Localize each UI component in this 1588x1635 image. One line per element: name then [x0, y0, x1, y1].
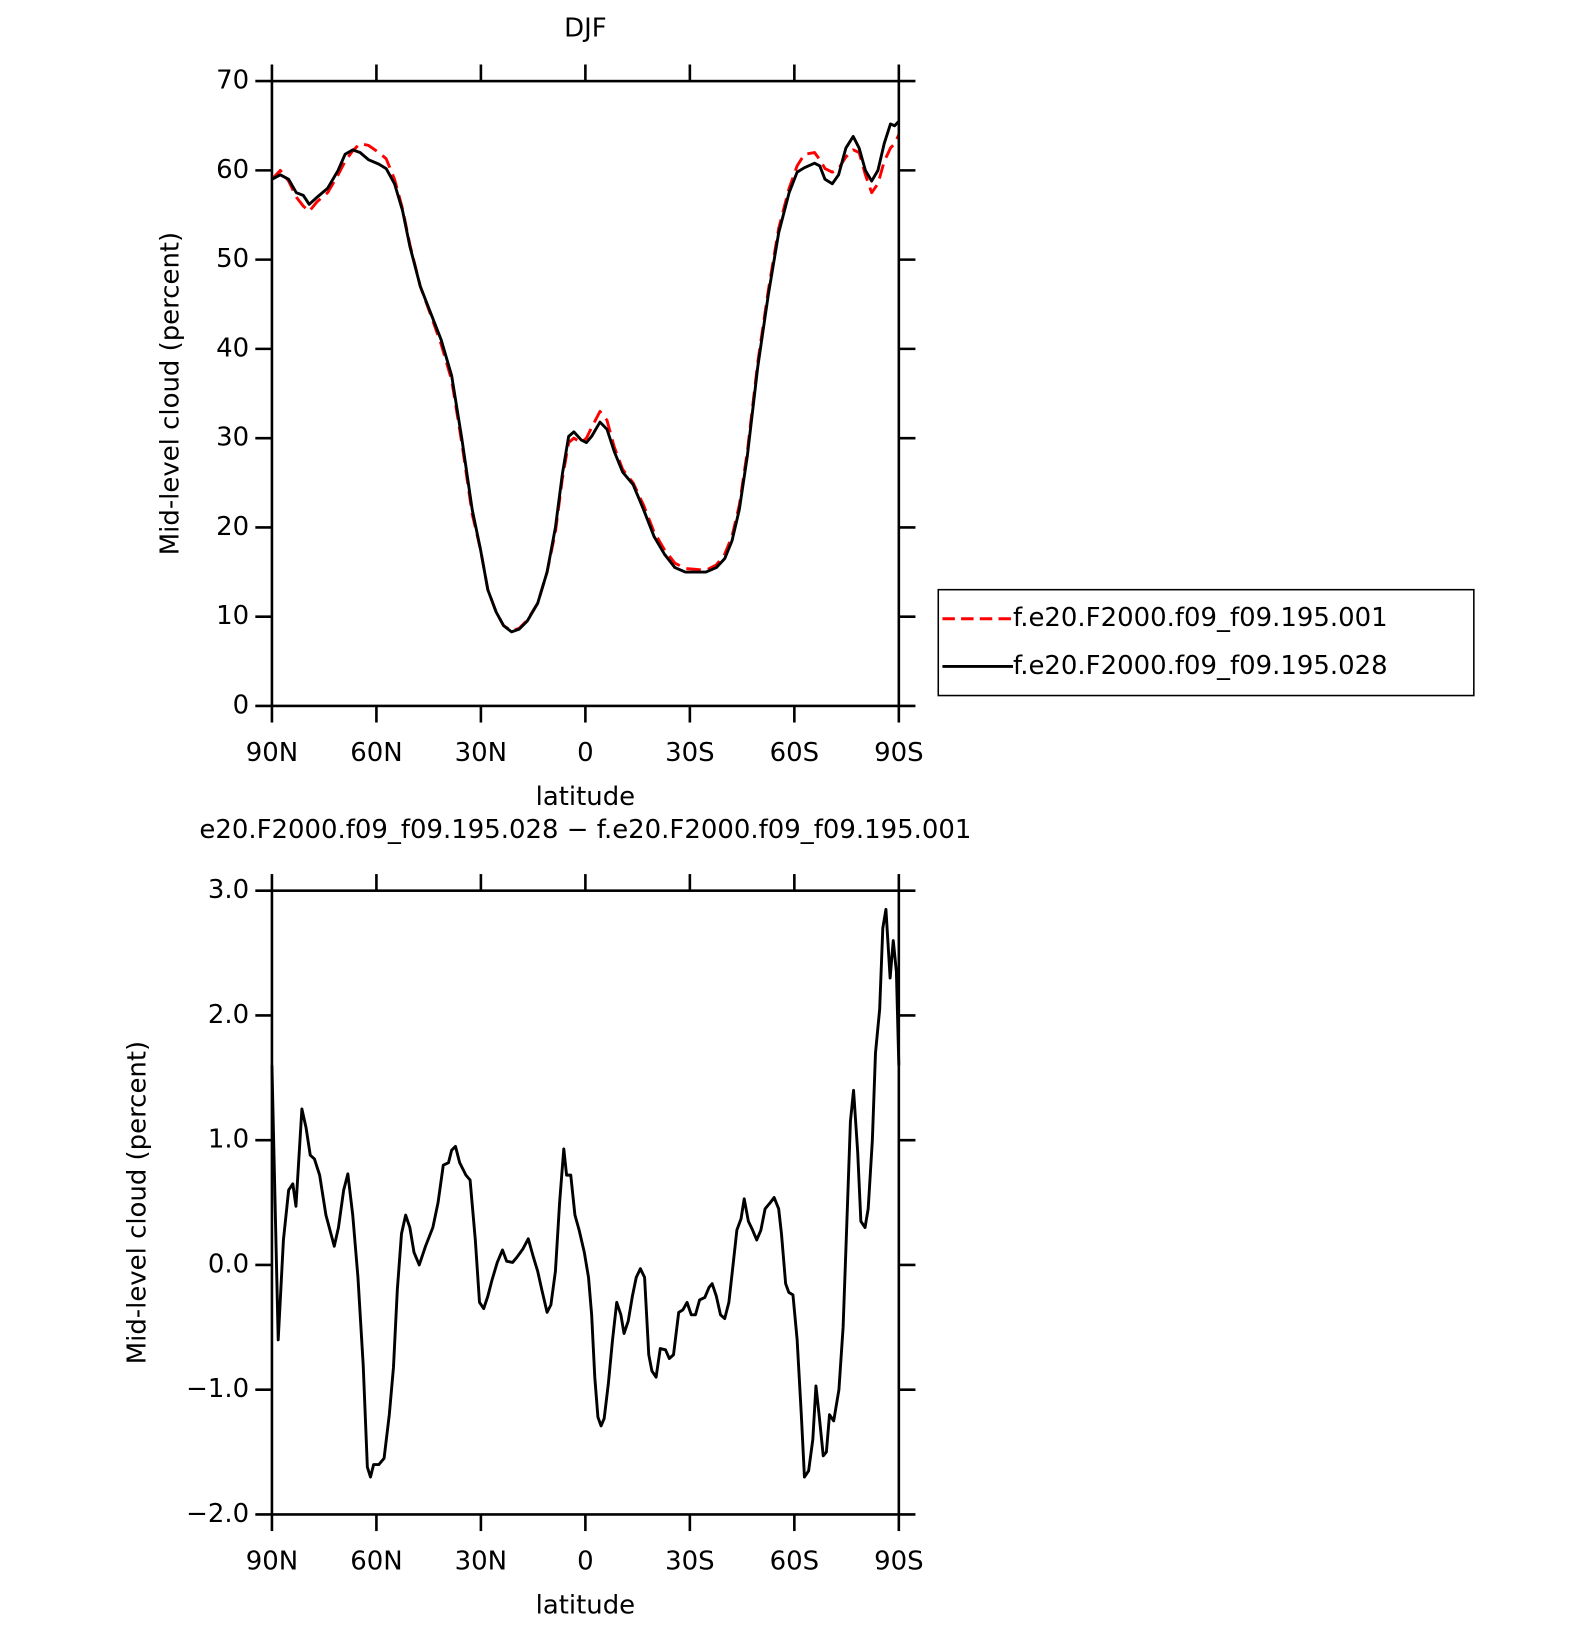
y-tick-label: 2.0 [208, 1000, 249, 1030]
x-tick-label: 0 [577, 1547, 594, 1577]
x-axis-label: latitude [536, 782, 636, 812]
chart-title: DJF [564, 14, 607, 44]
y-tick-label: 1.0 [208, 1125, 249, 1155]
legend-box [937, 588, 1475, 697]
data-line [270, 907, 901, 1479]
x-tick-label: 60S [770, 1547, 819, 1577]
y-tick-label: 20 [216, 512, 249, 542]
x-tick-label: 60S [770, 738, 819, 768]
y-tick-label: 30 [216, 423, 249, 453]
legend-label: f.e20.F2000.f09_f09.195.001 [1013, 603, 1388, 633]
y-tick-label: 60 [216, 155, 249, 185]
y-tick-label: −1.0 [186, 1374, 249, 1404]
plot-frame [270, 79, 901, 708]
chart-title: e20.F2000.f09_f09.195.028 − f.e20.F2000.… [199, 815, 971, 845]
x-tick-label: 30S [665, 738, 714, 768]
x-tick-label: 90N [246, 1547, 298, 1577]
y-tick-label: 70 [216, 66, 249, 96]
x-tick-label: 0 [577, 738, 594, 768]
y-tick-label: 3.0 [208, 875, 249, 905]
y-tick-label: 0 [233, 690, 250, 720]
x-tick-label: 30N [455, 738, 507, 768]
y-tick-label: −2.0 [186, 1499, 249, 1529]
x-tick-label: 60N [350, 738, 402, 768]
x-tick-label: 90S [874, 1547, 923, 1577]
y-axis-label: Mid-level cloud (percent) [123, 1041, 153, 1364]
y-tick-label: 10 [216, 601, 249, 631]
data-line [270, 134, 901, 633]
y-axis-label: Mid-level cloud (percent) [156, 232, 186, 555]
x-tick-label: 90N [246, 738, 298, 768]
x-tick-label: 60N [350, 1547, 402, 1577]
plot-frame [270, 889, 901, 1516]
y-tick-label: 40 [216, 333, 249, 363]
legend-label: f.e20.F2000.f09_f09.195.028 [1013, 651, 1388, 681]
x-tick-label: 30S [665, 1547, 714, 1577]
y-tick-label: 0.0 [208, 1249, 249, 1279]
x-axis-label: latitude [536, 1590, 636, 1620]
data-line [271, 120, 900, 634]
x-tick-label: 90S [874, 738, 923, 768]
y-tick-label: 50 [216, 244, 249, 274]
x-tick-label: 30N [455, 1547, 507, 1577]
